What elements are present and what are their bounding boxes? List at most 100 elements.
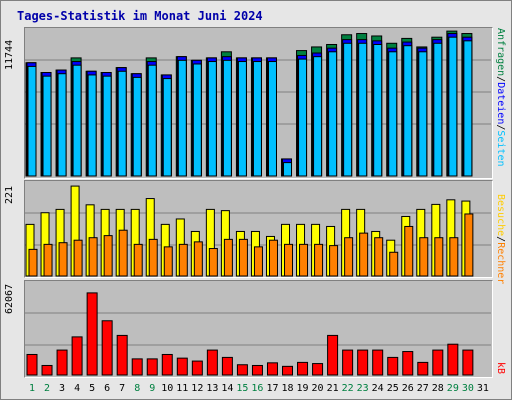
bar-seiten bbox=[388, 51, 398, 177]
day-label: 26 bbox=[401, 383, 414, 394]
bar-kb bbox=[432, 349, 444, 376]
bar-seiten bbox=[192, 63, 202, 177]
bar-rechner bbox=[344, 237, 354, 277]
bar-seiten bbox=[418, 51, 428, 177]
bar-kb bbox=[176, 357, 188, 376]
bar-seiten bbox=[87, 74, 97, 177]
bar-seiten bbox=[162, 78, 172, 177]
bar-kb bbox=[41, 364, 53, 376]
bar-seiten bbox=[252, 61, 262, 177]
bar-kb bbox=[282, 365, 294, 376]
day-label: 27 bbox=[416, 383, 429, 394]
bar-kb bbox=[357, 349, 369, 376]
day-label: 9 bbox=[149, 383, 156, 394]
bar-kb bbox=[462, 349, 474, 376]
day-label: 28 bbox=[431, 383, 444, 394]
bar-kb bbox=[146, 358, 158, 376]
bar-kb bbox=[86, 292, 98, 376]
bar-kb bbox=[116, 334, 128, 376]
bar-seiten bbox=[373, 43, 383, 177]
day-label: 7 bbox=[119, 383, 126, 394]
bar-seiten bbox=[102, 75, 112, 177]
bar-kb bbox=[221, 356, 233, 376]
bar-kb bbox=[251, 364, 263, 376]
bar-rechner bbox=[299, 243, 309, 277]
bar-rechner bbox=[103, 235, 113, 277]
bar-kb bbox=[402, 351, 414, 376]
bar-rechner bbox=[208, 248, 218, 277]
bar-rechner bbox=[329, 245, 339, 277]
bar-seiten bbox=[57, 73, 67, 177]
bar-rechner bbox=[58, 242, 68, 277]
bar-kb bbox=[312, 363, 324, 376]
bar-seiten bbox=[313, 56, 323, 177]
bar-kb bbox=[161, 353, 173, 376]
day-label: 17 bbox=[266, 383, 279, 394]
bar-rechner bbox=[314, 243, 324, 277]
bar-rechner bbox=[88, 237, 98, 277]
bar-kb bbox=[266, 362, 278, 376]
bar-seiten bbox=[298, 58, 308, 177]
bar-rechner bbox=[419, 237, 429, 277]
day-label: 30 bbox=[461, 383, 474, 394]
bar-seiten bbox=[72, 64, 82, 177]
bar-seiten bbox=[448, 36, 458, 177]
day-label: 12 bbox=[191, 383, 204, 394]
bar-seiten bbox=[132, 76, 142, 177]
day-label: 16 bbox=[251, 383, 264, 394]
bar-rechner bbox=[253, 246, 263, 277]
day-label: 21 bbox=[326, 383, 339, 394]
bar-seiten bbox=[283, 162, 293, 177]
bar-seiten bbox=[222, 59, 232, 177]
bar-seiten bbox=[267, 61, 277, 177]
bar-kb bbox=[417, 361, 429, 376]
day-label: 19 bbox=[296, 383, 309, 394]
bar-rechner bbox=[464, 213, 474, 277]
bar-seiten bbox=[177, 59, 187, 177]
day-label: 10 bbox=[161, 383, 174, 394]
bar-kb bbox=[206, 349, 218, 376]
bar-seiten bbox=[433, 42, 443, 177]
bar-rechner bbox=[193, 241, 203, 277]
bar-kb bbox=[297, 361, 309, 376]
bar-rechner bbox=[148, 238, 158, 277]
bar-seiten bbox=[27, 65, 37, 177]
bar-kb bbox=[71, 336, 83, 376]
bar-seiten bbox=[117, 70, 127, 177]
bar-rechner bbox=[43, 243, 53, 277]
bar-seiten bbox=[403, 45, 413, 177]
day-label: 15 bbox=[236, 383, 249, 394]
bar-kb bbox=[191, 360, 203, 376]
bar-rechner bbox=[404, 225, 414, 277]
day-label: 2 bbox=[44, 383, 51, 394]
day-label: 3 bbox=[59, 383, 66, 394]
day-label: 24 bbox=[371, 383, 384, 394]
day-label: 14 bbox=[221, 383, 234, 394]
bar-rechner bbox=[268, 239, 278, 277]
bar-rechner bbox=[434, 237, 444, 277]
bar-seiten bbox=[358, 42, 368, 177]
bar-rechner bbox=[238, 238, 248, 277]
bar-seiten bbox=[147, 64, 157, 177]
bar-seiten bbox=[207, 61, 217, 177]
day-label: 31 bbox=[476, 383, 489, 394]
bar-rechner bbox=[389, 251, 399, 277]
day-label: 4 bbox=[74, 383, 81, 394]
day-label: 29 bbox=[446, 383, 459, 394]
bar-seiten bbox=[343, 42, 353, 177]
day-label: 5 bbox=[89, 383, 96, 394]
bar-kb bbox=[131, 358, 143, 376]
day-label: 11 bbox=[176, 383, 189, 394]
bar-seiten bbox=[463, 40, 473, 177]
bar-rechner bbox=[374, 237, 384, 277]
bar-rechner bbox=[73, 239, 83, 277]
day-label: 1 bbox=[28, 383, 36, 394]
day-label: 8 bbox=[134, 383, 141, 394]
day-label: 25 bbox=[386, 383, 399, 394]
bar-seiten bbox=[328, 51, 338, 177]
bar-rechner bbox=[178, 243, 188, 277]
bar-rechner bbox=[163, 246, 173, 277]
bar-rechner bbox=[359, 232, 369, 277]
bar-kb bbox=[56, 349, 68, 376]
